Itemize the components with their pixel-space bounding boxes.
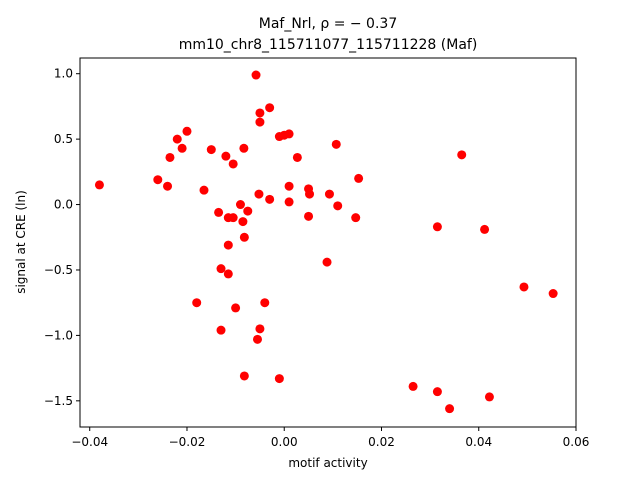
data-point	[480, 224, 490, 234]
y-tick-label: 1.0	[54, 67, 73, 81]
data-point	[445, 404, 455, 414]
data-point	[457, 150, 467, 160]
data-point	[254, 189, 264, 199]
data-point	[351, 213, 361, 223]
x-axis-label: motif activity	[288, 456, 367, 470]
data-point	[265, 194, 275, 204]
data-point	[265, 103, 275, 113]
data-point	[172, 134, 182, 144]
data-point	[284, 197, 294, 207]
data-point	[305, 189, 315, 199]
data-point	[231, 303, 241, 313]
data-point	[333, 201, 343, 211]
data-point	[324, 189, 334, 199]
data-point	[284, 129, 294, 139]
y-axis-label: signal at CRE (ln)	[14, 190, 28, 294]
data-point	[177, 143, 187, 153]
data-point	[331, 139, 341, 149]
data-point	[432, 387, 442, 397]
x-tick-label: 0.02	[368, 435, 395, 449]
x-tick-label: −0.02	[169, 435, 206, 449]
data-point	[260, 298, 270, 308]
data-point	[239, 143, 249, 153]
data-point	[163, 181, 173, 191]
data-point	[484, 392, 494, 402]
data-point	[239, 232, 249, 242]
x-tick-label: 0.00	[271, 435, 298, 449]
data-point	[238, 217, 248, 227]
x-tick-label: −0.04	[71, 435, 108, 449]
data-point	[153, 175, 163, 185]
data-point	[243, 206, 253, 216]
y-tick-label: 0.5	[54, 132, 73, 146]
x-tick-label: 0.06	[563, 435, 590, 449]
data-point	[255, 108, 265, 118]
data-point	[322, 257, 332, 267]
data-point	[408, 381, 418, 391]
data-point	[214, 207, 224, 217]
data-point	[354, 173, 364, 183]
data-point	[216, 264, 226, 274]
data-point	[228, 213, 238, 223]
points-layer	[94, 70, 558, 414]
data-point	[274, 374, 284, 384]
data-point	[304, 211, 314, 221]
data-point	[223, 269, 233, 279]
data-point	[228, 159, 238, 169]
data-point	[94, 180, 104, 190]
data-point	[221, 151, 231, 161]
y-tick-label: 0.0	[54, 198, 73, 212]
data-point	[223, 240, 233, 250]
data-point	[239, 371, 249, 381]
y-tick-label: −1.5	[44, 394, 73, 408]
y-axis-ticks: −1.5 −1.0 −0.5 0.0 0.5 1.0	[44, 67, 80, 408]
data-point	[548, 289, 558, 299]
y-tick-label: −0.5	[44, 263, 73, 277]
chart-title-line1: Maf_Nrl, ρ = − 0.37	[259, 16, 397, 32]
plot-frame	[79, 57, 577, 428]
y-tick-label: −1.0	[44, 328, 73, 342]
data-point	[432, 222, 442, 232]
data-point	[519, 282, 529, 292]
data-point	[206, 145, 216, 155]
x-tick-label: 0.04	[465, 435, 492, 449]
data-point	[192, 298, 202, 308]
data-point	[284, 181, 294, 191]
data-point	[255, 324, 265, 334]
data-point	[252, 334, 262, 344]
data-point	[255, 117, 265, 127]
data-point	[216, 325, 226, 335]
data-point	[292, 152, 302, 162]
data-point	[182, 126, 192, 136]
data-point	[165, 152, 175, 162]
data-point	[251, 70, 261, 80]
data-point	[199, 185, 209, 195]
data-point	[235, 200, 245, 210]
chart-title-line2: mm10_chr8_115711077_115711228 (Maf)	[179, 37, 478, 53]
x-axis-ticks: −0.04 −0.02 0.00 0.02 0.04 0.06	[71, 427, 589, 449]
